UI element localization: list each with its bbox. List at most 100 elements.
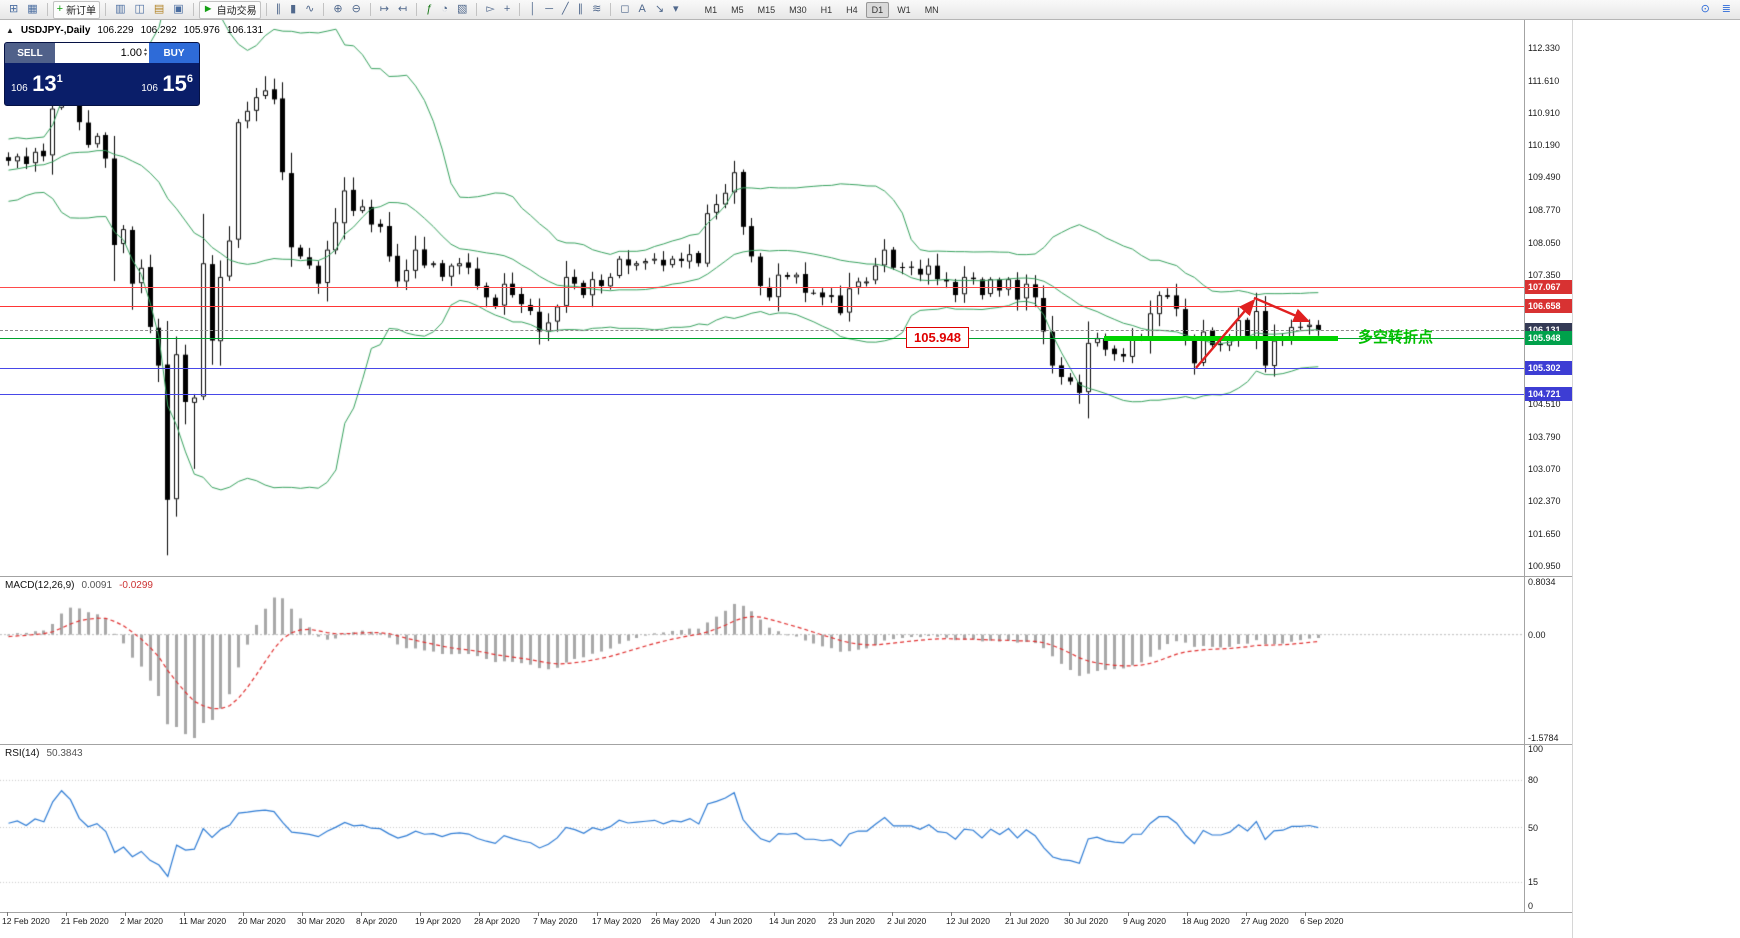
date-label: 17 May 2020 [592, 916, 642, 926]
market-watch-icon[interactable]: ▥ [111, 1, 129, 19]
channel-icon[interactable]: ∥ [574, 1, 588, 19]
zoom-in-icon[interactable]: ⊕ [329, 1, 346, 19]
timeframe-w1[interactable]: W1 [897, 4, 911, 15]
autotrading-play-icon: ► [202, 3, 214, 15]
timeframe-m1[interactable]: M1 [704, 4, 718, 15]
one-click-collapse-icon[interactable]: ▲ [6, 26, 14, 35]
chart-list-icon[interactable]: ≣ [1718, 1, 1735, 19]
new-chart-icon[interactable]: ⊞ [5, 1, 22, 19]
buy-price-base: 106 [141, 83, 158, 94]
market-watch-icon: ▥ [115, 3, 126, 15]
trendline-icon: ╱ [562, 3, 569, 15]
price-scale-label: 109.490 [1528, 172, 1561, 183]
new-order-button[interactable]: + 新订单 [52, 0, 101, 19]
chart-profiles-icon[interactable]: ▦ [23, 1, 41, 19]
rsi-panel-separator[interactable] [0, 744, 1572, 745]
auto-scroll-icon[interactable]: ↦ [376, 1, 393, 19]
fibonacci-icon[interactable]: ≋ [588, 1, 605, 19]
buy-price-big: 15 [162, 71, 187, 96]
price-scale-label: 110.910 [1528, 107, 1560, 118]
buy-price[interactable]: 106 156 [141, 71, 193, 97]
main-chart-canvas[interactable] [0, 20, 1524, 576]
one-click-trading-panel: SELL 1.00 ▴ ▾ BUY 106 131 106 156 [4, 42, 200, 106]
vertical-line-icon[interactable]: │ [525, 1, 540, 19]
timeframe-h1[interactable]: H1 [820, 4, 833, 15]
timeframe-m5[interactable]: M5 [731, 4, 744, 15]
toolbar-separator [105, 3, 107, 16]
date-tick [892, 912, 893, 916]
turning-point-label[interactable]: 多空转折点 [1358, 328, 1434, 346]
support-line-105302-tag: 105.302 [1525, 360, 1572, 375]
date-label: 6 Sep 2020 [1300, 916, 1344, 926]
objects-dropdown-icon[interactable]: ▾ [669, 1, 683, 19]
date-tick [774, 912, 775, 916]
volume-field[interactable]: 1.00 ▴ ▾ [55, 43, 149, 63]
price-scale-label: 104.510 [1528, 398, 1561, 409]
templates-icon[interactable]: ▧ [453, 1, 471, 19]
ohlc-open: 106.229 [97, 25, 134, 36]
resistance-line-106658[interactable] [0, 306, 1524, 308]
pivot-line-105948[interactable] [0, 338, 1524, 340]
date-label: 12 Feb 2020 [2, 916, 50, 926]
price-scale-label: 103.070 [1528, 464, 1561, 475]
line-chart-icon[interactable]: ∿ [301, 1, 318, 19]
bar-chart-icon[interactable]: ∥ [272, 1, 286, 19]
date-label: 28 Apr 2020 [474, 916, 520, 926]
toolbar: ⊞ ▦ + 新订单 ▥ ◫ ▤ ▣ ► 自动交易 ∥ ▮ ∿ ⊕ ⊖ ↦ ↤ ƒ ◔ ▧ ▻ + │ ─ ╱ ∥ ≋ ◻ A ↘ ▾ M1 M… [0, 0, 1740, 20]
price-scale-label: 111.610 [1528, 75, 1560, 86]
support-line-104721[interactable] [0, 394, 1524, 396]
navigator-icon[interactable]: ▤ [150, 1, 168, 19]
price-callout-box[interactable]: 105.948 [906, 327, 969, 349]
macd-panel-canvas[interactable] [0, 576, 1524, 744]
rsi-label: RSI(14) 50.3843 [5, 748, 83, 759]
chart-shift-icon[interactable]: ↤ [394, 1, 411, 19]
date-label: 2 Jul 2020 [887, 916, 927, 926]
resistance-line-107067[interactable] [0, 287, 1524, 289]
toolbar-separator [476, 3, 478, 16]
chart-info-line: ▲ USDJPY-,Daily 106.229 106.292 105.976 … [6, 25, 263, 36]
autotrading-button-label: 自动交易 [216, 6, 257, 17]
timeframe-m15[interactable]: M15 [757, 4, 776, 15]
toolbar-separator [192, 3, 194, 16]
zoom-out-icon[interactable]: ⊖ [348, 1, 365, 19]
date-tick [184, 912, 185, 916]
text-icon[interactable]: A [634, 1, 649, 19]
date-label: 21 Feb 2020 [61, 916, 109, 926]
toolbar-separator [610, 3, 612, 16]
volume-up-icon[interactable]: ▴ [143, 47, 147, 53]
macd-scale-label: 0.00 [1528, 629, 1546, 640]
cursor-icon[interactable]: ▻ [482, 1, 498, 19]
timeframe-d1[interactable]: D1 [865, 1, 890, 18]
macd-panel-separator[interactable] [0, 576, 1572, 577]
sell-button[interactable]: SELL [5, 43, 55, 63]
data-window-icon[interactable]: ◫ [130, 1, 148, 19]
buy-button[interactable]: BUY [149, 43, 199, 63]
timeframe-m30[interactable]: M30 [789, 4, 807, 15]
timeframe-mn[interactable]: MN [924, 4, 939, 15]
rsi-panel-canvas[interactable] [0, 744, 1524, 912]
crosshair-icon[interactable]: + [500, 1, 514, 19]
date-label: 30 Jul 2020 [1064, 916, 1108, 926]
date-tick [7, 912, 8, 916]
price-scale-label: 110.190 [1528, 140, 1560, 151]
arrows-icon[interactable]: ↘ [651, 1, 668, 19]
terminal-icon[interactable]: ▣ [169, 1, 187, 19]
periods-icon[interactable]: ◔ [437, 1, 452, 19]
sell-price-big: 13 [32, 71, 57, 96]
indicators-icon[interactable]: ƒ [422, 1, 436, 19]
symbol-period-label: USDJPY-,Daily [20, 25, 91, 36]
sell-price[interactable]: 106 131 [11, 71, 63, 97]
toolbar-separator [323, 3, 325, 16]
support-line-105302[interactable] [0, 367, 1524, 369]
turning-point-trendline[interactable] [1104, 336, 1338, 342]
volume-down-icon[interactable]: ▾ [143, 52, 147, 58]
terminal-icon: ▣ [173, 3, 184, 15]
shapes-icon[interactable]: ◻ [616, 1, 633, 19]
timeframe-h4[interactable]: H4 [846, 4, 858, 15]
autotrading-button[interactable]: ► 自动交易 [198, 0, 261, 19]
date-tick [1069, 912, 1070, 916]
horizontal-line-icon[interactable]: ─ [541, 1, 557, 19]
chart-search-icon[interactable]: ⊙ [1697, 1, 1714, 19]
trendline-icon[interactable]: ╱ [558, 1, 573, 19]
candlestick-chart-icon[interactable]: ▮ [286, 1, 300, 19]
